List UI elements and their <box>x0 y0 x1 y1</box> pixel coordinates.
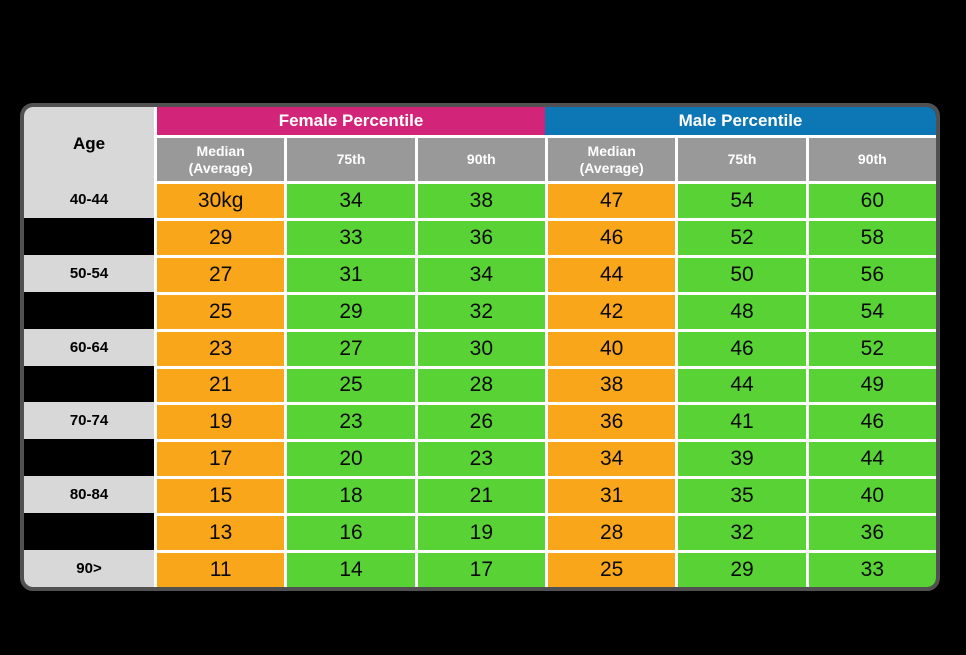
value-cell: 13 <box>154 513 285 551</box>
male-90th-column-header: 90th <box>805 135 936 181</box>
value-cell: 44 <box>544 254 676 292</box>
value-cell: 40 <box>544 328 676 366</box>
value-cell: 60 <box>805 181 936 218</box>
value-cell: 56 <box>805 254 936 292</box>
age-column-header: Age <box>24 107 154 181</box>
age-cell <box>24 439 154 476</box>
value-cell: 28 <box>414 365 545 403</box>
value-cell: 34 <box>284 181 415 218</box>
value-cell: 19 <box>154 402 285 440</box>
value-cell: 17 <box>414 550 545 587</box>
age-cell <box>24 292 154 329</box>
value-cell: 38 <box>544 365 676 403</box>
value-cell: 30 <box>414 328 545 366</box>
female-median-column-header: Median (Average) <box>154 135 285 181</box>
value-cell: 25 <box>544 550 676 587</box>
value-cell: 14 <box>284 550 415 587</box>
value-cell: 54 <box>675 181 806 218</box>
value-cell: 23 <box>284 402 415 440</box>
value-cell: 16 <box>284 513 415 551</box>
value-cell: 23 <box>154 328 285 366</box>
age-cell: 40-44 <box>24 181 154 218</box>
value-cell: 31 <box>284 254 415 292</box>
value-cell: 52 <box>805 328 936 366</box>
age-cell: 70-74 <box>24 402 154 440</box>
value-cell: 40 <box>805 476 936 514</box>
female-75th-column-header: 75th <box>284 135 415 181</box>
value-cell: 19 <box>414 513 545 551</box>
age-cell <box>24 513 154 550</box>
value-cell: 47 <box>544 181 676 218</box>
value-cell: 46 <box>544 217 676 255</box>
value-cell: 27 <box>154 254 285 292</box>
value-cell: 50 <box>675 254 806 292</box>
age-cell <box>24 366 154 403</box>
value-cell: 41 <box>675 402 806 440</box>
value-cell: 46 <box>805 402 936 440</box>
value-cell: 35 <box>675 476 806 514</box>
value-cell: 29 <box>154 217 285 255</box>
value-cell: 32 <box>414 291 545 329</box>
value-cell: 27 <box>284 328 415 366</box>
value-cell: 49 <box>805 365 936 403</box>
value-cell: 34 <box>544 439 676 477</box>
value-cell: 21 <box>154 365 285 403</box>
value-cell: 34 <box>414 254 545 292</box>
age-cell: 80-84 <box>24 476 154 514</box>
value-cell: 38 <box>414 181 545 218</box>
age-cell: 90> <box>24 550 154 587</box>
value-cell: 18 <box>284 476 415 514</box>
value-cell: 58 <box>805 217 936 255</box>
value-cell: 36 <box>805 513 936 551</box>
value-cell: 52 <box>675 217 806 255</box>
value-cell: 31 <box>544 476 676 514</box>
value-cell: 29 <box>284 291 415 329</box>
value-cell: 33 <box>805 550 936 587</box>
value-cell: 25 <box>284 365 415 403</box>
value-cell: 46 <box>675 328 806 366</box>
age-cell: 50-54 <box>24 254 154 292</box>
value-cell: 11 <box>154 550 285 587</box>
value-cell: 23 <box>414 439 545 477</box>
value-cell: 44 <box>805 439 936 477</box>
value-cell: 28 <box>544 513 676 551</box>
value-cell: 25 <box>154 291 285 329</box>
female-percentile-header: Female Percentile <box>154 107 545 135</box>
value-cell: 21 <box>414 476 545 514</box>
male-percentile-header: Male Percentile <box>544 107 936 135</box>
value-cell: 42 <box>544 291 676 329</box>
value-cell: 17 <box>154 439 285 477</box>
value-cell: 44 <box>675 365 806 403</box>
value-cell: 36 <box>414 217 545 255</box>
value-cell: 33 <box>284 217 415 255</box>
age-cell <box>24 218 154 255</box>
value-cell: 30kg <box>154 181 285 218</box>
grip-strength-percentile-table: Age Female Percentile Male Percentile Me… <box>20 103 940 591</box>
value-cell: 29 <box>675 550 806 587</box>
value-cell: 36 <box>544 402 676 440</box>
male-median-column-header: Median (Average) <box>544 135 676 181</box>
value-cell: 20 <box>284 439 415 477</box>
male-75th-column-header: 75th <box>675 135 806 181</box>
value-cell: 32 <box>675 513 806 551</box>
value-cell: 54 <box>805 291 936 329</box>
value-cell: 48 <box>675 291 806 329</box>
value-cell: 39 <box>675 439 806 477</box>
female-90th-column-header: 90th <box>414 135 545 181</box>
value-cell: 26 <box>414 402 545 440</box>
value-cell: 15 <box>154 476 285 514</box>
age-cell: 60-64 <box>24 328 154 366</box>
table-grid: Age Female Percentile Male Percentile Me… <box>24 107 936 587</box>
